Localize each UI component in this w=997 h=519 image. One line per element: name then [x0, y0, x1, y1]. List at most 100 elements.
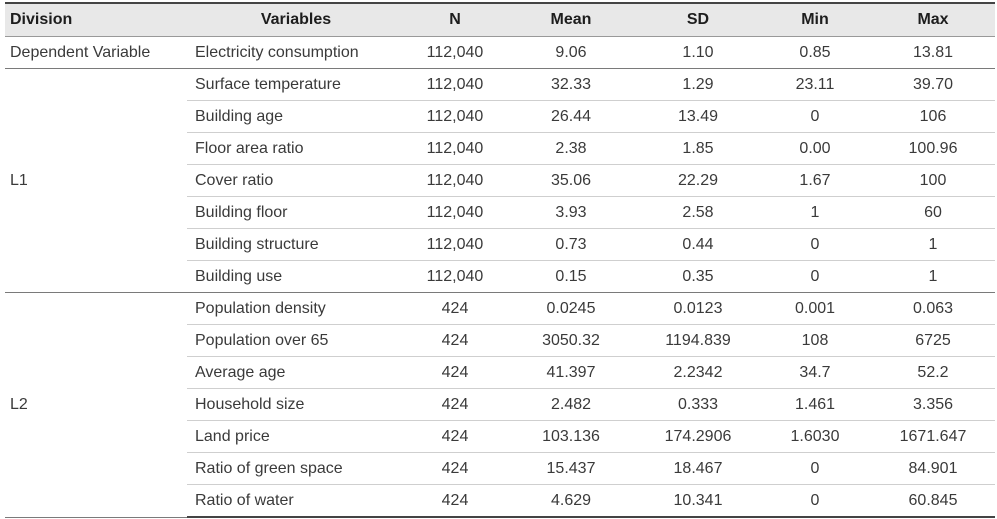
n-cell: 112,040	[405, 132, 505, 165]
max-cell: 3.356	[871, 388, 995, 421]
min-cell: 1	[759, 196, 871, 229]
sd-cell: 1.85	[637, 132, 759, 165]
header-n: N	[405, 3, 505, 37]
min-cell: 0	[759, 452, 871, 485]
max-cell: 1671.647	[871, 420, 995, 453]
table-row: Building use 112,040 0.15 0.35 0 1	[5, 260, 995, 293]
mean-cell: 32.33	[505, 68, 637, 101]
min-cell: 34.7	[759, 356, 871, 389]
variable-cell: Land price	[187, 420, 405, 453]
table-row: Cover ratio 112,040 35.06 22.29 1.67 100	[5, 164, 995, 197]
variable-cell: Building use	[187, 260, 405, 293]
min-cell: 0.00	[759, 132, 871, 165]
min-cell: 0	[759, 484, 871, 518]
n-cell: 424	[405, 420, 505, 453]
descriptive-statistics-table: Division Variables N Mean SD Min Max Dep…	[5, 2, 995, 518]
n-cell: 112,040	[405, 260, 505, 293]
sd-cell: 2.58	[637, 196, 759, 229]
sd-cell: 10.341	[637, 484, 759, 518]
sd-cell: 1.10	[637, 36, 759, 69]
n-cell: 424	[405, 484, 505, 518]
sd-cell: 2.2342	[637, 356, 759, 389]
min-cell: 0	[759, 228, 871, 261]
mean-cell: 0.73	[505, 228, 637, 261]
variable-cell: Electricity consumption	[187, 36, 405, 69]
n-cell: 112,040	[405, 196, 505, 229]
n-cell: 424	[405, 388, 505, 421]
max-cell: 13.81	[871, 36, 995, 69]
table-row: Floor area ratio 112,040 2.38 1.85 0.00 100.9…	[5, 132, 995, 165]
mean-cell: 41.397	[505, 356, 637, 389]
min-cell: 23.11	[759, 68, 871, 101]
max-cell: 84.901	[871, 452, 995, 485]
header-division: Division	[5, 3, 187, 37]
table-container: Division Variables N Mean SD Min Max Dep…	[5, 0, 995, 518]
mean-cell: 3.93	[505, 196, 637, 229]
division-cell: Dependent Variable	[5, 36, 187, 69]
header-min: Min	[759, 3, 871, 37]
mean-cell: 2.38	[505, 132, 637, 165]
header-row: Division Variables N Mean SD Min Max	[5, 3, 995, 37]
table-body: Dependent Variable Electricity consumptio…	[5, 36, 995, 518]
mean-cell: 0.15	[505, 260, 637, 293]
n-cell: 424	[405, 292, 505, 325]
header-variables: Variables	[187, 3, 405, 37]
n-cell: 112,040	[405, 100, 505, 133]
mean-cell: 3050.32	[505, 324, 637, 357]
mean-cell: 103.136	[505, 420, 637, 453]
variable-cell: Floor area ratio	[187, 132, 405, 165]
max-cell: 39.70	[871, 68, 995, 101]
variable-cell: Population density	[187, 292, 405, 325]
n-cell: 112,040	[405, 36, 505, 69]
mean-cell: 4.629	[505, 484, 637, 518]
table-row: Building structure 112,040 0.73 0.44 0 1	[5, 228, 995, 261]
n-cell: 112,040	[405, 228, 505, 261]
max-cell: 0.063	[871, 292, 995, 325]
max-cell: 60.845	[871, 484, 995, 518]
n-cell: 112,040	[405, 68, 505, 101]
header-sd: SD	[637, 3, 759, 37]
table-row: Building age 112,040 26.44 13.49 0 106	[5, 100, 995, 133]
table-row: Average age 424 41.397 2.2342 34.7 52.2	[5, 356, 995, 389]
n-cell: 424	[405, 356, 505, 389]
table-row: Dependent Variable Electricity consumptio…	[5, 36, 995, 69]
mean-cell: 35.06	[505, 164, 637, 197]
division-cell: L1	[5, 68, 187, 293]
sd-cell: 0.44	[637, 228, 759, 261]
table-row: Population over 65 424 3050.32 1194.839 108 6…	[5, 324, 995, 357]
min-cell: 0.001	[759, 292, 871, 325]
max-cell: 60	[871, 196, 995, 229]
max-cell: 106	[871, 100, 995, 133]
n-cell: 424	[405, 324, 505, 357]
table-row: Ratio of green space 424 15.437 18.467 0 84.9…	[5, 452, 995, 485]
min-cell: 0.85	[759, 36, 871, 69]
header-max: Max	[871, 3, 995, 37]
sd-cell: 13.49	[637, 100, 759, 133]
sd-cell: 22.29	[637, 164, 759, 197]
variable-cell: Building structure	[187, 228, 405, 261]
sd-cell: 0.333	[637, 388, 759, 421]
variable-cell: Population over 65	[187, 324, 405, 357]
variable-cell: Surface temperature	[187, 68, 405, 101]
variable-cell: Average age	[187, 356, 405, 389]
division-cell: L2	[5, 292, 187, 518]
table-row: L2 Population density 424 0.0245 0.0123 0.001…	[5, 292, 995, 518]
mean-cell: 2.482	[505, 388, 637, 421]
min-cell: 0	[759, 100, 871, 133]
max-cell: 100.96	[871, 132, 995, 165]
table-row: Building floor 112,040 3.93 2.58 1 60	[5, 196, 995, 229]
min-cell: 1.6030	[759, 420, 871, 453]
mean-cell: 0.0245	[505, 292, 637, 325]
max-cell: 1	[871, 228, 995, 261]
min-cell: 1.67	[759, 164, 871, 197]
max-cell: 1	[871, 260, 995, 293]
table-row: L1 Surface temperature 112,040 32.33 1.29 23.…	[5, 68, 995, 293]
sd-cell: 1.29	[637, 68, 759, 101]
table-row: Land price 424 103.136 174.2906 1.6030 1671.6…	[5, 420, 995, 453]
max-cell: 100	[871, 164, 995, 197]
n-cell: 112,040	[405, 164, 505, 197]
variable-cell: Household size	[187, 388, 405, 421]
table-row: Household size 424 2.482 0.333 1.461 3.356	[5, 388, 995, 421]
table-header: Division Variables N Mean SD Min Max	[5, 3, 995, 37]
max-cell: 52.2	[871, 356, 995, 389]
